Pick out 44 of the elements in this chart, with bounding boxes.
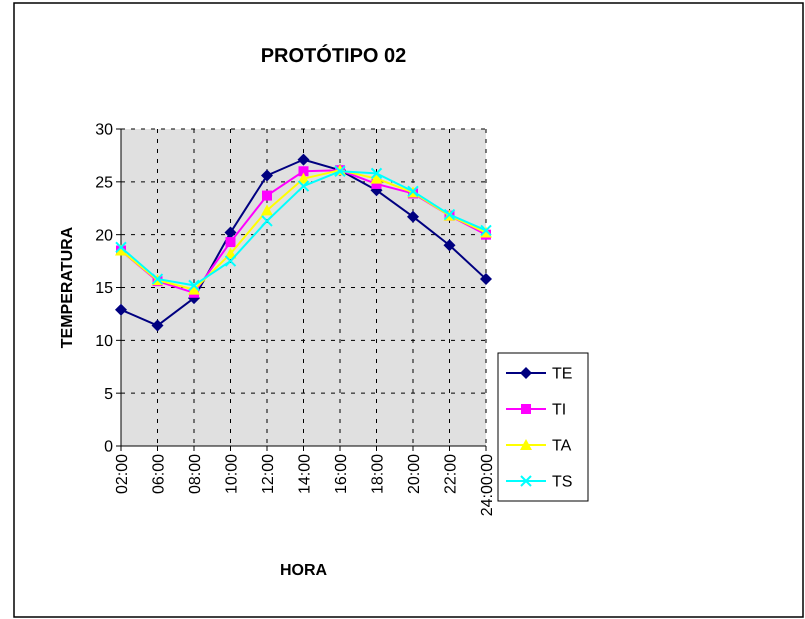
point (188, 279, 200, 292)
legend-label: TA (552, 438, 572, 455)
point (444, 239, 456, 252)
x-tick-label: 20:00 (406, 454, 423, 494)
point (262, 190, 272, 201)
x-tick-label: 02:00 (114, 454, 131, 494)
point (226, 237, 236, 248)
legend-label: TS (552, 474, 572, 491)
point (298, 180, 310, 192)
x-tick-label: 24:00:00 (479, 454, 496, 516)
y-tick-label: 20 (95, 227, 114, 244)
point (224, 255, 236, 268)
x-tick-label: 06:00 (150, 454, 168, 494)
x-tick-label: 08:00 (187, 454, 204, 494)
point (298, 166, 308, 176)
point (480, 273, 492, 286)
y-tick-label: 5 (104, 386, 114, 403)
legend-label: TE (552, 366, 572, 383)
y-tick-label: 30 (95, 122, 114, 139)
point (370, 167, 382, 180)
point (407, 210, 419, 223)
chart-title: PROTÓTIPO 02 (260, 44, 406, 67)
legend-label: TI (552, 402, 566, 419)
x-axis-title: HORA (280, 562, 328, 579)
x-tick-label: 14:00 (296, 454, 314, 494)
point (298, 154, 310, 166)
point (115, 304, 127, 316)
y-tick-label: 10 (95, 332, 114, 350)
y-tick-label: 25 (95, 174, 114, 192)
x-tick-label: 16:00 (333, 454, 350, 494)
point (224, 226, 236, 239)
y-tick-label: 15 (95, 280, 114, 298)
point (261, 169, 273, 182)
x-tick-label: 12:00 (260, 454, 277, 494)
x-tick-label: 10:00 (224, 454, 240, 494)
x-tick-label: 18:00 (370, 454, 386, 494)
y-axis-title: TEMPERATURA (59, 226, 76, 348)
point (115, 241, 127, 254)
y-tick-label: 0 (104, 438, 114, 456)
point (261, 214, 273, 227)
point (152, 320, 164, 332)
point (480, 224, 492, 236)
x-tick-label: 22:00 (442, 454, 460, 494)
point (261, 204, 273, 216)
